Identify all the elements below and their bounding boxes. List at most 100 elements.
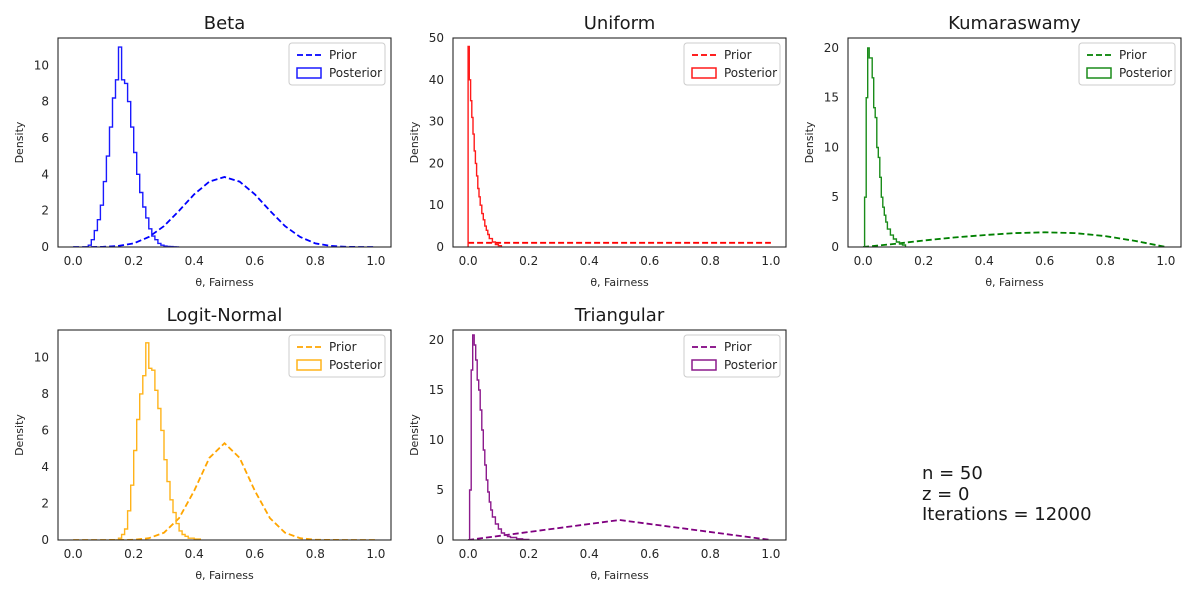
x-tick-label: 1.0 [761,254,780,268]
legend-box [1078,42,1176,86]
y-tick-label: 5 [436,483,444,497]
y-tick-label: 5 [831,190,839,204]
legend-box [288,42,386,86]
x-tick-label: 0.8 [701,254,720,268]
y-tick-label: 20 [429,156,444,170]
series-prior-line [467,519,772,540]
x-tick-label: 0.6 [245,254,264,268]
x-tick-label: 0.2 [124,547,143,561]
y-tick-label: 10 [429,198,444,212]
legend-label: Prior [329,48,357,62]
legend-posterior-swatch [296,359,322,371]
x-axis-label: θ, Fairness [590,276,649,289]
y-tick-label: 10 [429,433,444,447]
legend-posterior-swatch [1086,67,1112,79]
x-tick-label: 1.0 [761,547,780,561]
y-tick-label: 15 [429,383,444,397]
x-tick-label: 1.0 [1156,254,1175,268]
y-axis-label: Density [408,121,421,163]
legend: Prior Posterior [1078,42,1176,86]
legend-posterior-swatch [691,67,717,79]
stats-annotation: n = 50 z = 0 Iterations = 12000 [922,463,1092,525]
series-posterior-line [467,45,503,247]
x-tick-label: 0.4 [580,254,599,268]
x-tick-label: 0.6 [1035,254,1054,268]
y-tick-label: 10 [824,140,839,154]
x-tick-label: 0.4 [185,254,204,268]
x-tick-label: 0.0 [64,254,83,268]
x-tick-label: 0.2 [519,254,538,268]
legend-label: Prior [724,48,752,62]
y-axis-label: Density [13,121,26,163]
y-tick-label: 0 [436,240,444,254]
legend: Prior Posterior [288,334,386,378]
x-tick-label: 0.2 [519,547,538,561]
x-axis-label: θ, Fairness [590,569,649,582]
legend-posterior-swatch [691,359,717,371]
x-tick-label: 0.6 [640,547,659,561]
panel-beta: Beta 0.0 0.2 0.4 0.6 0.8 1.0 0 2 4 6 8 10 θ, Fairness… [13,13,392,289]
plot-frame [57,329,392,541]
y-tick-label: 2 [41,204,49,218]
legend-label: Posterior [724,358,777,372]
series-posterior-line [468,334,530,540]
legend-label: Posterior [329,66,382,80]
x-tick-label: 0.0 [854,254,873,268]
legend-label: Prior [724,340,752,354]
legend-box [683,334,781,378]
panel-triangular: Triangular 0.0 0.2 0.4 0.6 0.8 1.0 0 5 10 15 20 θ, F… [408,305,787,582]
y-tick-label: 40 [429,73,444,87]
y-tick-label: 8 [41,95,49,109]
annotation-line-n: n = 50 [922,463,983,484]
y-tick-label: 20 [824,41,839,55]
panel-title: Beta [204,13,246,34]
panel-uniform: Uniform 0.0 0.2 0.4 0.6 0.8 1.0 0 10 20 30 40 50 θ, F… [408,13,787,289]
annotation-line-iterations: Iterations = 12000 [922,504,1092,525]
panel-title: Triangular [574,305,665,326]
y-tick-label: 0 [41,533,49,547]
plot-frame [452,329,787,541]
series-prior-line [73,176,376,247]
y-tick-label: 30 [429,115,444,129]
x-tick-label: 0.6 [640,254,659,268]
panel-kumaraswamy: Kumaraswamy 0.0 0.2 0.4 0.6 0.8 1.0 0 5 10 15 20 θ, … [803,13,1182,289]
x-tick-label: 0.6 [245,547,264,561]
x-tick-label: 0.8 [306,254,325,268]
panels: Beta 0.0 0.2 0.4 0.6 0.8 1.0 0 2 4 6 8 10 θ, Fairness… [13,13,1182,582]
legend: Prior Posterior [683,334,781,378]
series-posterior-line [85,46,180,247]
y-tick-label: 2 [41,496,49,510]
x-tick-label: 1.0 [366,547,385,561]
panel-title: Uniform [584,13,656,34]
y-tick-label: 20 [429,333,444,347]
legend-box [288,334,386,378]
legend-box [683,42,781,86]
panel-title: Logit-Normal [167,305,283,326]
x-tick-label: 0.4 [185,547,204,561]
series-posterior-line [115,342,201,540]
y-tick-label: 6 [41,131,49,145]
legend-label: Prior [329,340,357,354]
legend: Prior Posterior [683,42,781,86]
x-tick-label: 0.0 [64,547,83,561]
y-tick-label: 6 [41,423,49,437]
x-tick-label: 0.2 [914,254,933,268]
x-axis-label: θ, Fairness [195,276,254,289]
y-tick-label: 50 [429,31,444,45]
x-tick-label: 0.8 [701,547,720,561]
y-tick-label: 10 [34,350,49,364]
x-axis-label: θ, Fairness [195,569,254,582]
x-tick-label: 0.2 [124,254,143,268]
y-tick-label: 0 [436,533,444,547]
x-tick-label: 1.0 [366,254,385,268]
annotation-line-z: z = 0 [922,484,969,505]
plot-frame [452,37,787,248]
series-prior-line [863,231,1167,247]
panel-logit-normal: Logit-Normal 0.0 0.2 0.4 0.6 0.8 1.0 0 2 4 6 8 10 θ, … [13,305,392,582]
x-tick-label: 0.0 [459,254,478,268]
legend: Prior Posterior [288,42,386,86]
y-tick-label: 0 [41,240,49,254]
plot-frame [847,37,1182,248]
x-tick-label: 0.0 [459,547,478,561]
